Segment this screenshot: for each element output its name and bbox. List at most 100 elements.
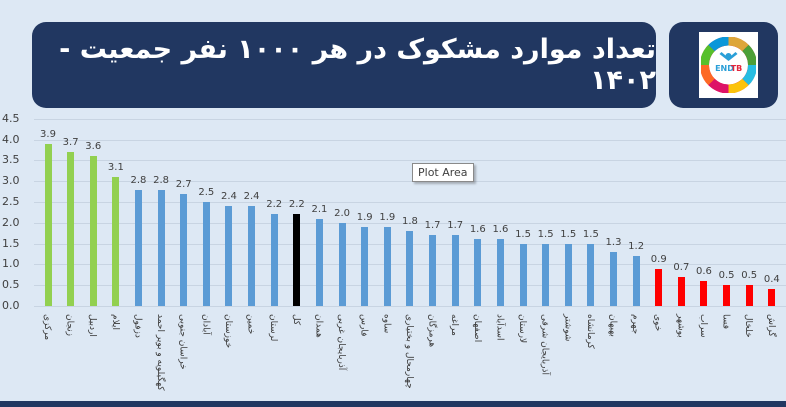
bar[interactable] [157,189,165,306]
bar[interactable] [315,218,323,306]
x-axis-label: خمین [245,314,256,335]
x-axis-label: آذربایجان شرقی [539,314,550,375]
data-label: 1.2 [628,241,645,253]
x-axis-label: دزفول [132,314,143,338]
bar[interactable] [655,268,663,306]
bar[interactable] [270,214,278,306]
bottom-border [0,401,786,407]
x-axis-label: فارس [358,314,369,337]
x-axis-label: بوشهر [675,314,686,338]
x-axis-label: گراش [765,314,776,337]
bar[interactable] [519,243,527,306]
bar[interactable] [564,243,572,306]
bar[interactable] [542,243,550,306]
gridline [34,222,786,224]
bar[interactable] [338,222,346,306]
data-label: 3.9 [40,128,56,140]
end-tb-logo-icon: END TB [699,32,758,98]
y-axis-tick: 2.5 [2,195,20,208]
x-axis-label: زنجان [64,314,75,337]
gridline [34,202,786,203]
x-axis-label: مراغه [449,314,460,336]
y-axis-tick: 0.0 [2,299,20,312]
bar[interactable] [632,256,640,306]
gridline [34,118,786,120]
bar[interactable] [67,152,75,306]
svg-text:TB: TB [731,64,743,73]
data-label: 2.1 [311,203,328,215]
data-label: 1.3 [605,236,622,248]
x-axis-label: شوشتر [562,314,573,342]
y-axis-tick: 1.5 [2,236,20,250]
data-label: 2.0 [334,207,350,219]
data-label: 1.9 [379,211,396,223]
data-label: 0.9 [650,253,667,265]
x-axis-label: ایلام [109,314,120,330]
bar[interactable] [745,285,753,306]
data-label: 3.1 [107,162,124,174]
page-title: تعداد موارد مشکوک در هر ۱۰۰۰ نفر جمعیت -… [59,34,656,96]
data-label: 2.8 [130,174,147,186]
x-axis-label: کرمانشاه [584,314,595,349]
x-axis-label: جهرم [630,314,641,335]
data-label: 2.7 [175,178,192,190]
bar[interactable] [112,177,120,306]
x-axis-label: کهگیلویه و بویر احمد [155,314,166,391]
bar[interactable] [496,239,504,306]
data-label: 0.5 [718,270,735,282]
bar-chart[interactable]: 0.0 0.5 1.0 1.5 2.0 2.5 3.0 3.5 4.0 4.5 3.9 مرکزی 3.… [0,110,786,400]
data-label: 1.5 [515,228,531,240]
x-axis-label: لارستان [517,314,528,344]
bar[interactable] [587,243,595,306]
bar[interactable] [429,235,437,306]
gridline [34,160,786,162]
bar[interactable] [293,214,301,306]
bar[interactable] [677,276,685,306]
bar[interactable] [768,289,776,306]
x-axis-label: ساوه [381,314,392,334]
y-axis-tick: 1.0 [2,257,20,271]
bar[interactable] [700,281,708,306]
data-label: 2.4 [243,191,260,203]
bar[interactable] [451,235,459,306]
gridline [34,139,786,141]
data-label: 2.2 [288,199,305,211]
data-label: 1.9 [356,211,373,223]
bar[interactable] [383,226,391,306]
x-axis-label: هرمزگان [426,314,437,348]
bar[interactable] [610,251,617,306]
y-axis-tick: 3.0 [2,174,20,188]
data-label: 2.5 [198,187,215,198]
data-label: 1.5 [537,228,554,240]
x-axis-label: اسدآباد [494,314,505,341]
bar[interactable] [361,226,369,306]
bar[interactable] [89,156,97,306]
bar[interactable] [180,193,188,306]
bar[interactable] [225,206,233,306]
x-axis-label: خلخال [743,314,754,338]
x-axis-label: خراسان جنوبی [177,314,188,370]
x-axis-label: همدان [313,314,324,338]
data-label: 2.8 [153,174,170,186]
data-label: 0.5 [741,270,758,282]
data-label: 3.6 [85,141,102,153]
data-label: 0.7 [673,261,690,273]
gridline [34,181,786,183]
data-label: 2.4 [221,191,237,203]
x-axis-label: مرکزی [42,314,52,341]
bar[interactable] [406,231,414,306]
x-axis-label: اردبیل [87,314,98,337]
bar[interactable] [474,239,482,306]
y-axis-tick: 4.0 [2,132,20,146]
data-label: 1.5 [560,228,577,240]
data-label: 1.6 [492,224,509,236]
x-axis-label: خوزستان [222,314,233,349]
x-axis-label: بهبهان [607,314,618,337]
bar[interactable] [134,189,142,306]
bar[interactable] [723,285,731,306]
bar[interactable] [202,202,210,306]
bar[interactable] [44,143,52,306]
bar[interactable] [248,206,256,306]
data-label: 0.4 [763,274,780,286]
x-axis-label: فسا [720,314,731,330]
